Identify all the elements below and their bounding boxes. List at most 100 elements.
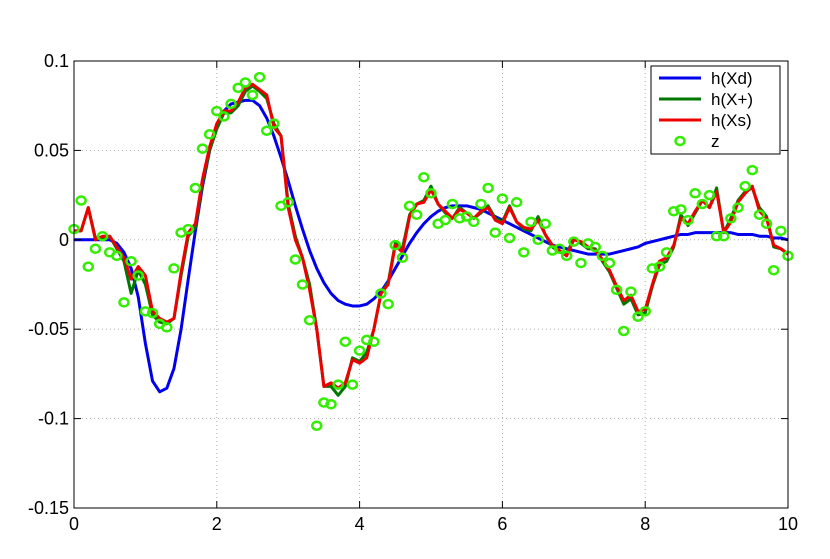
x-tick-label: 6 [497,514,507,534]
legend: h(Xd) h(X+) h(Xs) z [650,65,781,155]
series-point-z [703,189,716,201]
series-point-z [546,245,559,256]
axis-ticks: 0 2 4 6 8 10 -0.15 -0.1 -0.05 0 0.05 0.1 [28,51,798,534]
series-point-z [675,204,687,215]
series-point-z [496,193,509,204]
series-point-z [596,250,609,262]
series-point-z [610,284,623,296]
series-point-z [111,250,123,262]
y-tick-label: 0.05 [34,140,69,160]
x-tick-label: 10 [778,514,798,534]
series-point-z [710,230,723,242]
series-point-z [725,213,737,224]
series-point-z [682,214,694,226]
series-point-z [339,336,352,347]
series-point-z [353,345,366,356]
x-tick-label: 8 [640,514,650,534]
series-point-z [282,197,294,208]
series-point-z [468,216,480,228]
series-point-z [646,263,659,274]
series-point-z [196,143,209,154]
series-line-h-xd [74,98,789,394]
series-point-z [767,264,780,276]
series-point-z [560,250,573,262]
series-point-z [325,399,337,410]
series-point-z [268,118,280,129]
y-tick-label: -0.05 [28,319,69,339]
series-point-z [696,198,709,210]
series-point-z [303,315,316,326]
series-point-z [482,182,494,194]
series-point-z [717,230,730,242]
series-point-z [632,311,644,322]
series-point-z [389,239,402,251]
series-point-z [289,254,302,265]
series-point-z [446,198,459,210]
series-point-z [475,198,487,210]
series-point-z [318,397,330,408]
series-point-z [261,125,273,136]
series-point-z [732,202,744,213]
series-point-z [368,336,380,347]
series-point-z [232,82,244,94]
series-point-z [553,243,566,254]
series-point-z [775,225,787,237]
series-point-z [510,197,523,208]
series-point-z [568,236,580,247]
series-point-z [375,288,387,299]
series-point-z [246,89,259,101]
series-point-z [503,232,516,244]
series-point-z [760,218,773,229]
series-point-z [439,214,452,226]
series-point-z [739,180,751,192]
series-point-z [489,227,502,238]
series-point-z [460,211,473,222]
legend-label: h(X+) [711,90,753,109]
legend-label: z [711,132,720,151]
plot-series [68,71,794,432]
series-point-z [218,111,230,122]
series-point-z [132,270,145,281]
series-point-z [118,297,130,308]
series-point-z [360,334,373,346]
x-tick-label: 2 [212,514,222,534]
series-point-z [653,261,666,272]
grid [74,61,788,508]
series-point-z [239,77,252,88]
series-point-z [689,188,701,199]
series-point-z [96,230,109,242]
series-point-z [396,252,409,263]
series-point-z [618,325,630,337]
legend-label: h(Xd) [711,69,753,88]
series-point-z [161,322,173,333]
x-tick-label: 4 [355,514,365,534]
series-point-z [346,379,359,390]
series-point-z [311,420,323,432]
series-point-z [532,234,544,246]
series-point-z [332,379,344,390]
series-point-z [753,209,766,221]
series-point-z [668,205,680,217]
series-point-z [639,306,651,317]
series-point-z [453,213,466,224]
legend-box [650,65,781,155]
series-point-z [625,286,637,297]
series-point-z [425,188,437,199]
series-point-z [168,263,180,274]
series-point-z [296,279,309,290]
y-tick-label: 0.1 [44,51,69,71]
series-point-z [518,247,530,258]
legend-label: h(Xs) [711,111,752,130]
y-tick-label: 0 [59,230,69,250]
series-point-z [660,247,673,258]
y-tick-label: -0.1 [38,409,69,429]
series-point-z [89,243,102,254]
series-point-z [189,182,202,194]
series-point-z [382,298,394,310]
series-point-z [75,195,87,206]
series-point-z [82,261,95,272]
series-point-z [746,164,759,176]
series-point-z [403,200,416,212]
